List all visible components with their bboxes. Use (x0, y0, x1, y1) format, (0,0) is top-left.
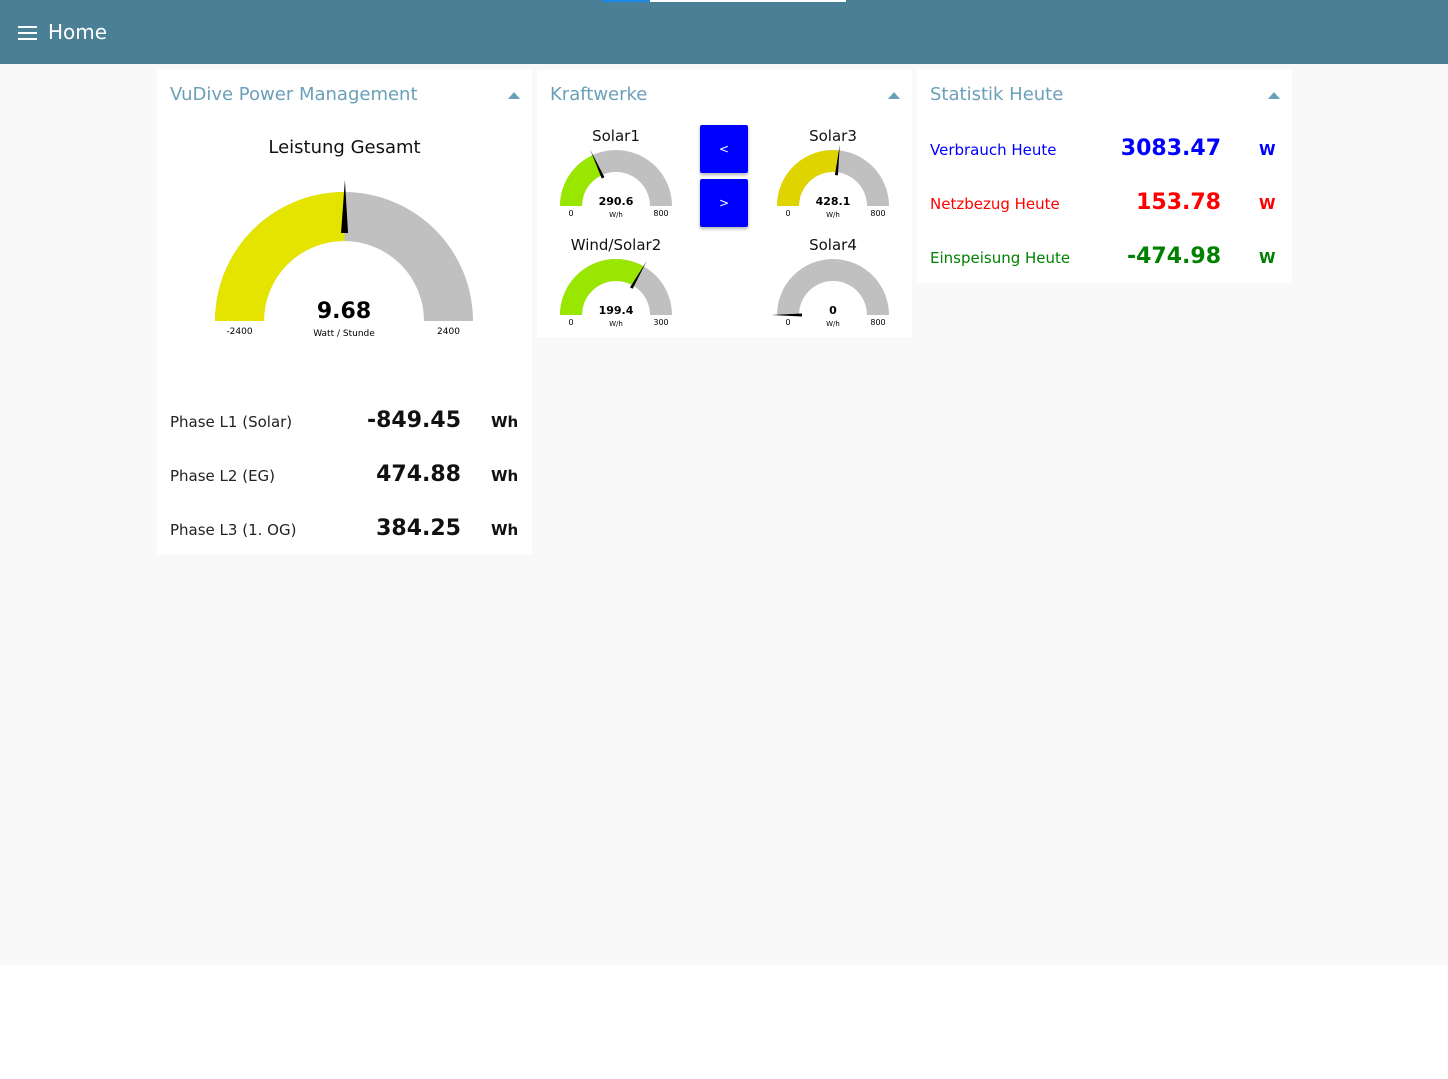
card-title: VuDive Power Management (170, 84, 418, 105)
stat-value: -474.98 (1126, 244, 1221, 269)
tab-indicator (602, 0, 846, 2)
gauge-fill (777, 150, 840, 206)
gauge-min: 0 (785, 318, 790, 327)
top-toolbar: Home (0, 0, 1448, 64)
plant-gauge-title: Solar1 (592, 127, 640, 145)
gauge-max: 800 (653, 209, 668, 218)
collapse-icon[interactable] (508, 92, 520, 99)
phase-unit: Wh (491, 467, 519, 485)
gauge-fill (560, 155, 602, 206)
phase-value: 474.88 (376, 462, 461, 487)
gauge-needle (590, 149, 605, 179)
stat-label: Verbrauch Heute (930, 141, 1057, 159)
stat-label: Netzbezug Heute (930, 195, 1060, 213)
gauge-max: 2400 (437, 327, 460, 337)
gauge-unit: W/h (826, 211, 840, 219)
gauge-value: 428.1 (816, 195, 851, 208)
gauge-min: -2400 (226, 327, 252, 337)
plant-gauge-solar1: 290.6 W/h 0 800 (560, 149, 672, 219)
gauge-value: 9.68 (317, 299, 371, 324)
next-button[interactable]: > (700, 179, 748, 227)
gauge-max: 800 (870, 318, 885, 327)
gauge-min: 0 (568, 209, 573, 218)
gauge-unit: W/h (609, 320, 623, 328)
gauge-max: 800 (870, 209, 885, 218)
card-title: Statistik Heute (930, 84, 1064, 105)
collapse-icon[interactable] (888, 92, 900, 99)
gauge-fill (560, 259, 644, 315)
collapse-icon[interactable] (1268, 92, 1280, 99)
plant-gauge-solar3: 428.1 W/h 0 800 (777, 144, 889, 219)
tab-indicator-active (602, 0, 650, 2)
stat-unit: W (1259, 141, 1276, 159)
gauge-title: Leistung Gesamt (268, 137, 421, 158)
phase-value: -849.45 (366, 408, 461, 433)
previous-button[interactable]: < (700, 125, 748, 173)
gauge-value: 199.4 (599, 304, 634, 317)
gauge-min: 0 (568, 318, 573, 327)
stat-value: 3083.47 (1120, 136, 1221, 161)
phase-label: Phase L2 (EG) (170, 467, 276, 485)
phase-unit: Wh (491, 413, 519, 431)
gauge-unit: W/h (826, 320, 840, 328)
gauge-value: 0 (829, 304, 837, 317)
stat-unit: W (1259, 195, 1276, 213)
gauge-track (777, 259, 889, 315)
gauge-needle (341, 180, 349, 234)
card-title: Kraftwerke (550, 84, 648, 105)
plant-gauge-title: Solar3 (809, 127, 857, 145)
power-plants-card: Kraftwerke Solar1 290.6 W/h 0 800 Solar3… (537, 70, 912, 337)
gauge-unit: Watt / Stunde (313, 329, 375, 339)
phase-label: Phase L3 (1. OG) (170, 521, 297, 539)
gauge-needle (834, 144, 840, 176)
phase-value: 384.25 (376, 516, 461, 541)
gauge-max: 300 (653, 318, 668, 327)
gauge-unit: W/h (609, 211, 623, 219)
statistics-card: Statistik Heute Verbrauch Heute 3083.47 … (917, 70, 1292, 283)
plant-gauge-wind-solar2: 199.4 W/h 0 300 (560, 259, 672, 328)
gauge-value: 290.6 (599, 195, 634, 208)
stat-label: Einspeisung Heute (930, 249, 1071, 267)
gauge-needle (630, 261, 647, 289)
page-title: Home (48, 20, 108, 44)
gauge-needle (771, 313, 802, 317)
phase-label: Phase L1 (Solar) (170, 413, 293, 431)
plant-gauge-title: Solar4 (809, 236, 857, 254)
stat-unit: W (1259, 249, 1276, 267)
plant-gauge-solar4: 0 W/h 0 800 (771, 259, 889, 328)
plant-gauge-title: Wind/Solar2 (570, 236, 662, 254)
power-management-card: VuDive Power Management Leistung Gesamt … (157, 70, 532, 554)
gauge-fill (215, 192, 345, 321)
phase-unit: Wh (491, 521, 519, 539)
stat-value: 153.78 (1136, 190, 1221, 215)
total-power-gauge: 9.68 Watt / Stunde -2400 2400 (215, 180, 473, 339)
gauge-min: 0 (785, 209, 790, 218)
menu-icon[interactable] (18, 26, 38, 42)
